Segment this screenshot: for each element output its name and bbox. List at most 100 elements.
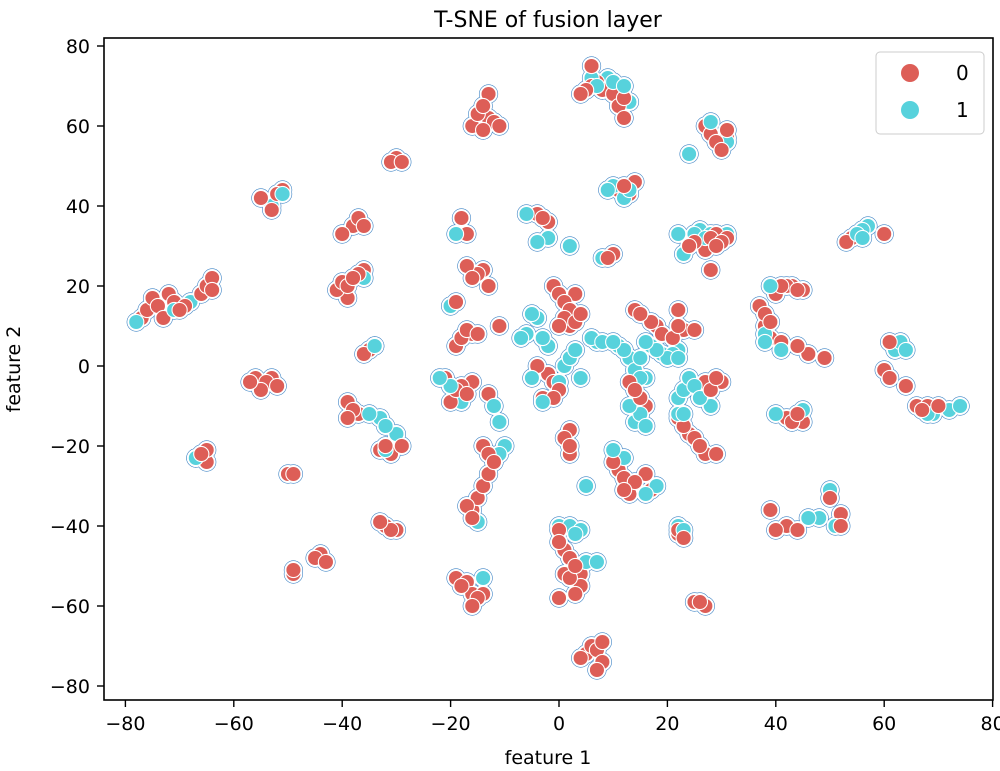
point-class-0 — [252, 381, 270, 399]
point-class-1 — [615, 341, 633, 359]
point-class-0 — [637, 465, 654, 483]
y-tick-label: −40 — [50, 516, 90, 538]
point-class-1 — [491, 413, 508, 431]
point-class-1 — [599, 181, 616, 199]
point-class-1 — [274, 185, 291, 203]
point-class-0 — [762, 313, 779, 331]
point-class-0 — [594, 633, 611, 651]
point-class-1 — [474, 569, 492, 587]
point-class-1 — [512, 329, 530, 347]
point-class-1 — [648, 341, 665, 359]
point-class-0 — [377, 437, 394, 455]
x-tick-label: 60 — [872, 713, 896, 735]
point-class-1 — [702, 113, 719, 131]
point-class-1 — [680, 145, 698, 163]
point-class-1 — [702, 397, 719, 415]
point-class-0 — [464, 509, 481, 527]
y-tick-label: 0 — [78, 356, 90, 378]
point-class-1 — [442, 377, 459, 395]
point-class-1 — [567, 525, 584, 543]
x-axis-label: feature 1 — [505, 747, 592, 769]
point-class-0 — [567, 557, 584, 575]
point-class-0 — [550, 533, 568, 551]
point-class-1 — [637, 333, 654, 351]
scatter-points — [126, 56, 970, 680]
point-class-0 — [480, 277, 497, 295]
point-class-1 — [485, 397, 503, 415]
point-class-1 — [756, 333, 774, 351]
point-class-1 — [762, 277, 779, 295]
point-class-0 — [599, 249, 616, 267]
plot-frame — [103, 37, 994, 701]
point-class-1 — [615, 77, 633, 95]
point-class-0 — [252, 189, 270, 207]
point-class-0 — [474, 97, 492, 115]
point-class-0 — [642, 313, 660, 331]
point-class-1 — [377, 417, 394, 435]
point-class-1 — [670, 349, 687, 367]
point-class-1 — [800, 509, 817, 527]
point-class-0 — [393, 153, 410, 171]
y-tick-label: 20 — [66, 276, 90, 298]
point-class-0 — [670, 317, 687, 335]
point-class-0 — [702, 261, 719, 279]
point-class-0 — [355, 217, 373, 235]
point-class-1 — [366, 337, 383, 355]
point-class-1 — [648, 477, 665, 495]
point-class-0 — [680, 237, 698, 255]
point-class-0 — [567, 285, 584, 303]
point-class-1 — [572, 369, 589, 387]
point-class-1 — [637, 485, 654, 503]
point-class-0 — [464, 269, 481, 287]
point-class-0 — [241, 373, 259, 391]
point-class-0 — [193, 445, 210, 463]
point-class-1 — [605, 333, 622, 351]
point-class-0 — [675, 529, 692, 547]
point-class-1 — [447, 225, 465, 243]
point-class-0 — [572, 305, 589, 323]
point-class-1 — [637, 417, 654, 435]
point-class-0 — [881, 333, 898, 351]
point-class-0 — [897, 377, 915, 395]
point-class-0 — [534, 209, 551, 227]
point-class-0 — [708, 237, 725, 255]
point-class-0 — [447, 293, 465, 311]
legend-marker-class-0 — [901, 64, 919, 82]
legend-label-class-0: 0 — [956, 61, 969, 85]
point-class-0 — [686, 321, 703, 339]
point-class-0 — [263, 201, 280, 219]
legend-marker-class-1 — [901, 101, 919, 119]
point-class-1 — [561, 237, 578, 255]
point-class-1 — [523, 369, 541, 387]
point-class-0 — [344, 269, 362, 287]
x-tick-label: 80 — [981, 713, 1000, 735]
point-class-0 — [588, 661, 606, 679]
point-class-0 — [453, 577, 470, 595]
point-class-0 — [615, 481, 633, 499]
point-class-0 — [691, 593, 709, 611]
point-class-0 — [718, 121, 736, 139]
point-class-0 — [930, 397, 947, 415]
point-class-0 — [491, 317, 508, 335]
point-class-1 — [675, 405, 692, 423]
point-class-0 — [334, 225, 351, 243]
x-tick-label: 40 — [764, 713, 788, 735]
point-class-0 — [171, 301, 188, 319]
point-class-0 — [615, 177, 633, 195]
point-class-0 — [670, 301, 687, 319]
point-class-1 — [605, 441, 622, 459]
point-class-0 — [913, 401, 931, 419]
point-class-0 — [371, 513, 389, 531]
chart-title: T-SNE of fusion layer — [433, 8, 663, 33]
legend: 0 1 — [875, 51, 985, 135]
point-class-0 — [567, 585, 584, 603]
point-class-0 — [767, 521, 784, 539]
point-class-0 — [203, 281, 221, 299]
point-class-0 — [355, 345, 373, 363]
point-class-0 — [155, 309, 172, 327]
point-class-1 — [128, 313, 145, 331]
point-class-1 — [534, 393, 551, 411]
y-tick-label: −60 — [50, 596, 90, 618]
point-class-1 — [897, 341, 915, 359]
y-axis: 80 60 40 20 0 −20 −40 −60 −80 — [50, 36, 104, 698]
